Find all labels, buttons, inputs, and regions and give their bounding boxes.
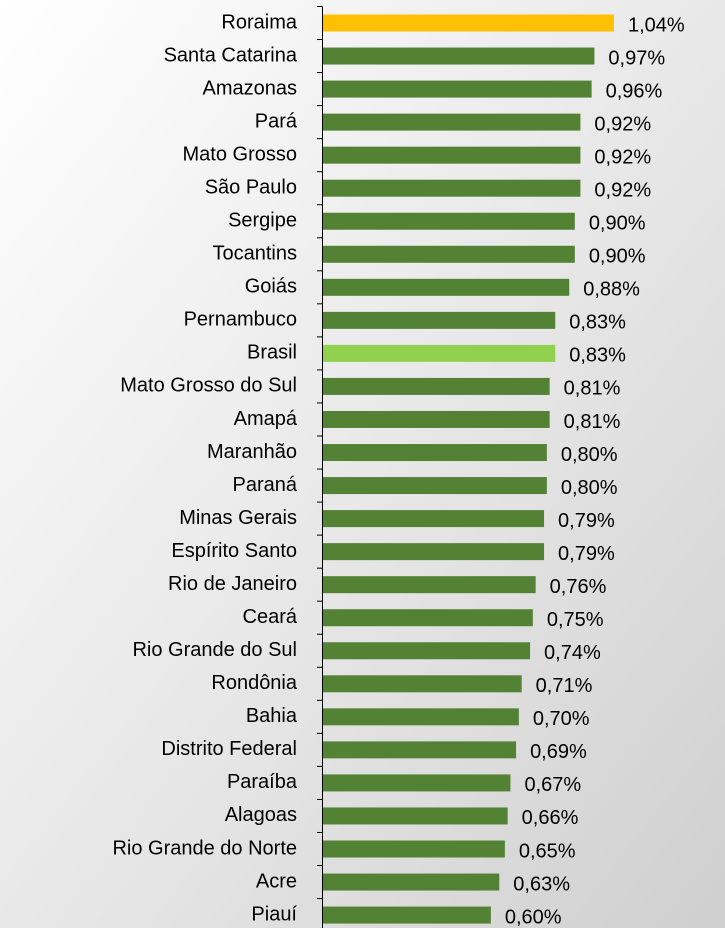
category-label: Mato Grosso do Sul xyxy=(120,375,297,397)
bar xyxy=(323,344,556,362)
category-label: Minas Gerais xyxy=(179,507,297,529)
category-label: Maranhão xyxy=(207,441,297,463)
value-label: 0,66% xyxy=(522,807,579,829)
bar xyxy=(323,708,519,726)
value-label: 0,81% xyxy=(564,411,621,433)
category-label: Bahia xyxy=(246,705,298,727)
bar xyxy=(323,311,556,329)
bar xyxy=(323,543,545,561)
category-label: Mato Grosso xyxy=(183,143,297,165)
value-label: 0,79% xyxy=(558,510,615,532)
category-label: Distrito Federal xyxy=(161,738,297,760)
value-label: 0,71% xyxy=(536,675,593,697)
value-label: 0,90% xyxy=(589,246,646,268)
value-label: 0,83% xyxy=(569,345,626,367)
category-label: Alagoas xyxy=(225,804,297,826)
bar xyxy=(323,377,550,395)
bar xyxy=(323,410,550,428)
value-label: 0,81% xyxy=(564,378,621,400)
value-label: 0,80% xyxy=(561,444,618,466)
value-label: 0,65% xyxy=(519,840,576,862)
bar xyxy=(323,642,531,660)
category-label: São Paulo xyxy=(205,176,297,198)
category-label: Espírito Santo xyxy=(171,540,297,562)
bar xyxy=(323,212,575,230)
bar xyxy=(323,278,570,296)
bar xyxy=(323,576,536,594)
bar xyxy=(323,444,547,462)
category-label: Tocantins xyxy=(213,243,298,265)
bar xyxy=(323,741,517,759)
value-label: 0,92% xyxy=(594,179,651,201)
category-label: Paraná xyxy=(233,474,298,496)
category-label: Ceará xyxy=(243,606,298,628)
category-label: Pará xyxy=(255,110,298,132)
bar xyxy=(323,873,500,891)
category-label: Rio Grande do Norte xyxy=(112,837,297,859)
value-label: 0,63% xyxy=(513,873,570,895)
bar xyxy=(323,14,614,32)
value-label: 0,67% xyxy=(524,774,581,796)
value-label: 0,92% xyxy=(594,113,651,135)
category-label: Sergipe xyxy=(228,210,297,232)
bar xyxy=(323,477,547,495)
value-label: 1,04% xyxy=(628,14,685,36)
category-label: Rondônia xyxy=(211,672,298,694)
category-label: Rio Grande do Sul xyxy=(132,639,297,661)
category-label: Rio de Janeiro xyxy=(168,573,297,595)
value-label: 0,88% xyxy=(583,279,640,301)
bar xyxy=(323,146,581,164)
value-label: 0,60% xyxy=(505,906,562,928)
value-label: 0,74% xyxy=(544,642,601,664)
value-label: 0,90% xyxy=(589,213,646,235)
category-label: Pernambuco xyxy=(184,309,297,331)
bar xyxy=(323,840,505,858)
bar xyxy=(323,510,545,528)
bar xyxy=(323,179,581,197)
category-label: Piauí xyxy=(251,903,297,925)
bar xyxy=(323,675,522,693)
bar xyxy=(323,807,508,825)
value-label: 0,69% xyxy=(530,741,587,763)
category-label: Amapá xyxy=(234,408,298,430)
category-label: Santa Catarina xyxy=(164,44,298,66)
bar xyxy=(323,47,595,65)
category-label: Acre xyxy=(256,870,297,892)
category-label: Paraíba xyxy=(227,771,298,793)
bar xyxy=(323,774,511,792)
value-label: 0,79% xyxy=(558,543,615,565)
value-label: 0,83% xyxy=(569,312,626,334)
bar xyxy=(323,80,592,98)
category-label: Amazonas xyxy=(203,77,298,99)
bar xyxy=(323,906,491,924)
value-label: 0,80% xyxy=(561,477,618,499)
value-label: 0,92% xyxy=(594,146,651,168)
bar xyxy=(323,609,533,627)
value-label: 0,97% xyxy=(608,47,665,69)
value-label: 0,96% xyxy=(606,80,663,102)
bar xyxy=(323,113,581,131)
category-label: Roraima xyxy=(221,11,297,33)
value-label: 0,70% xyxy=(533,708,590,730)
value-label: 0,75% xyxy=(547,609,604,631)
value-label: 0,76% xyxy=(550,576,607,598)
category-label: Goiás xyxy=(245,276,297,298)
bar xyxy=(323,245,575,263)
category-label: Brasil xyxy=(247,342,297,364)
